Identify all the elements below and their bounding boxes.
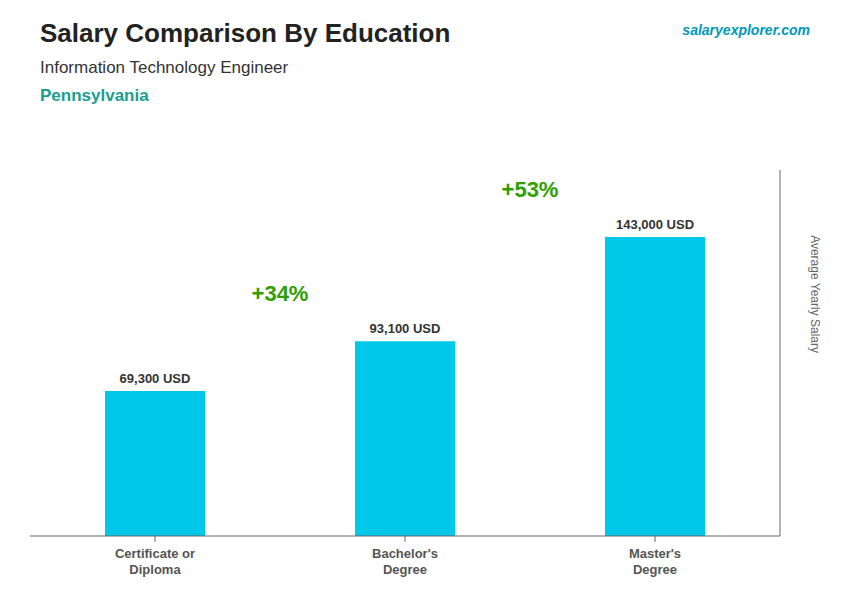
svg-text:69,300 USD: 69,300 USD xyxy=(120,371,191,386)
html-text:Salary Comparison By Education: Salary Comparison By Education xyxy=(40,18,451,48)
svg-text:143,000 USD: 143,000 USD xyxy=(616,217,694,232)
svg-text:93,100 USD: 93,100 USD xyxy=(370,321,441,336)
html-text:salaryexplorer.com: salaryexplorer.com xyxy=(682,22,810,38)
svg-text:Bachelor'sDegree: Bachelor'sDegree xyxy=(372,546,438,577)
html-text:Information Technology Enginee: Information Technology Engineer xyxy=(40,58,289,77)
svg-text:+53%: +53% xyxy=(502,177,559,202)
svg-text:Certificate orDiploma: Certificate orDiploma xyxy=(115,546,195,577)
svg-text:Average Yearly Salary: Average Yearly Salary xyxy=(808,235,822,353)
svg-text:Master'sDegree: Master'sDegree xyxy=(629,546,681,577)
html-text:Pennsylvania: Pennsylvania xyxy=(40,86,149,105)
svg-text:+34%: +34% xyxy=(252,281,309,306)
